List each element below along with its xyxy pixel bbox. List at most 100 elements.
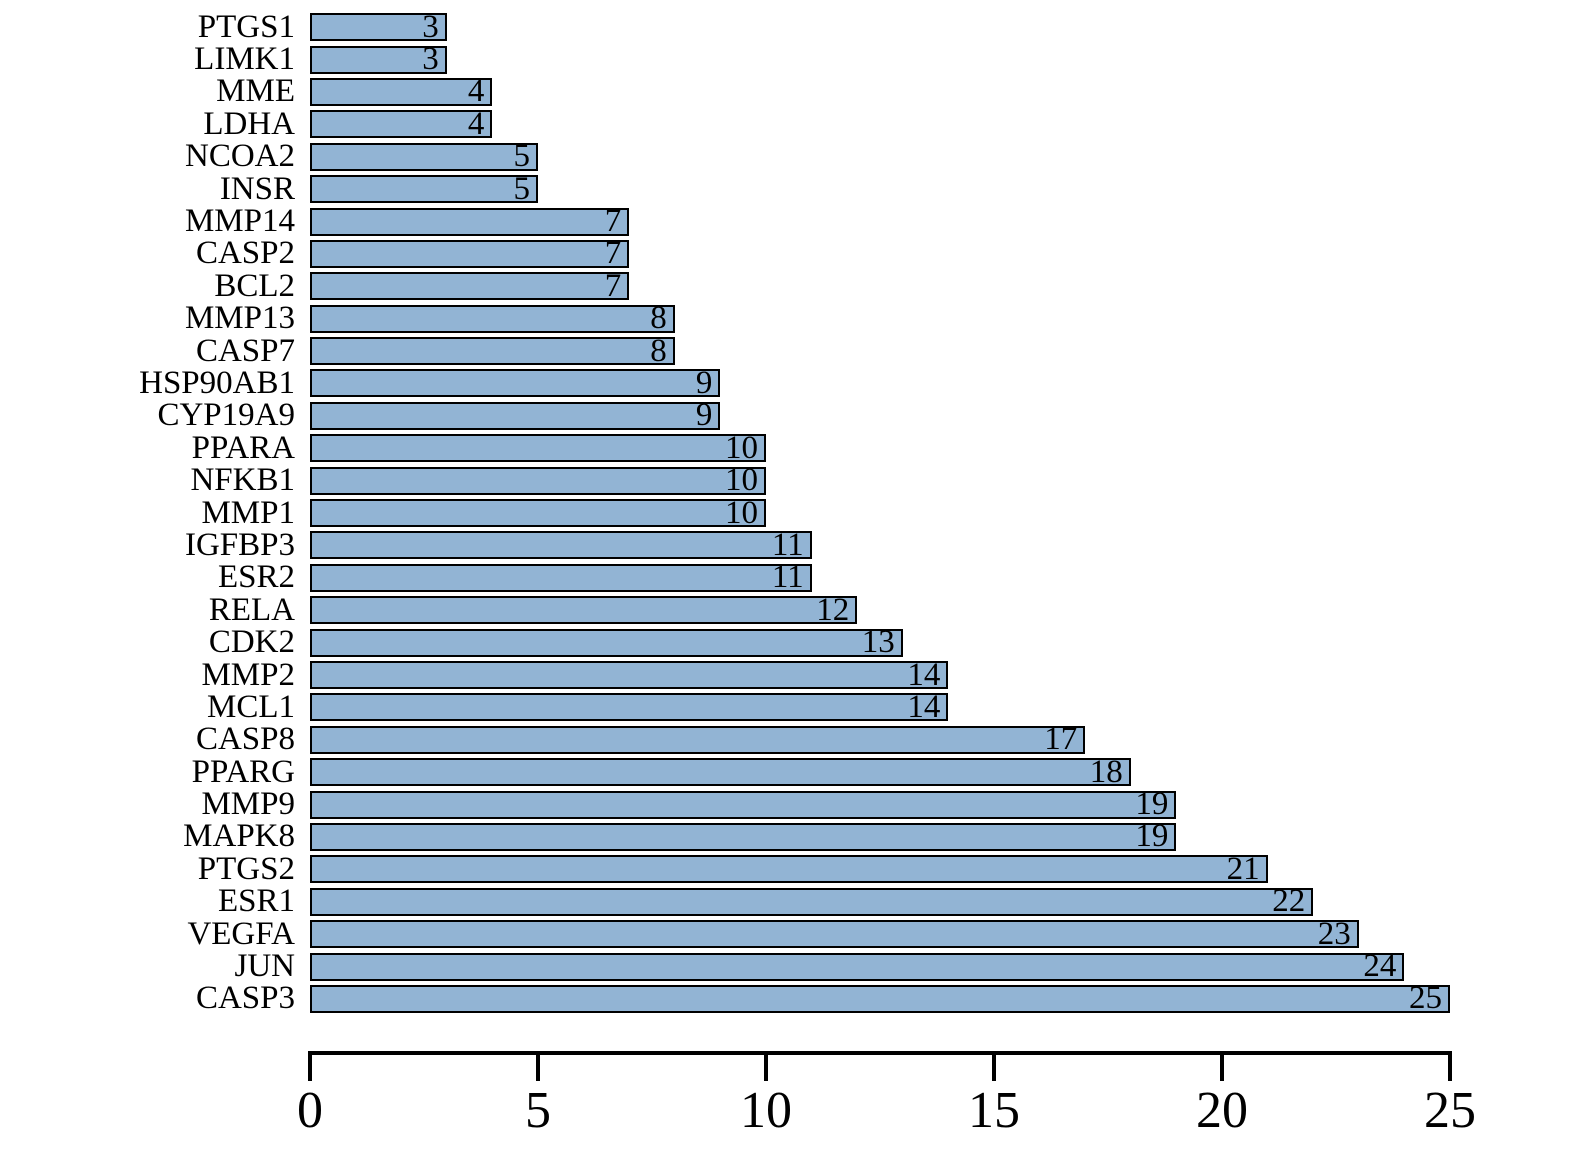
bar-row: LIMK1 3 [0,41,1575,78]
bar: 21 [310,850,1268,887]
category-label: IGFBP3 [184,526,295,563]
category-label: INSR [219,170,295,207]
x-axis-tick [764,1055,768,1081]
value-label: 23 [1317,915,1351,952]
bar: 7 [310,267,630,304]
value-label: 18 [1089,753,1123,790]
category-label: BCL2 [214,267,295,304]
category-label: CDK2 [208,624,295,661]
value-label: 21 [1226,850,1260,887]
bar: 7 [310,203,630,240]
bar-row: CASP2 7 [0,235,1575,272]
value-label: 10 [725,429,758,466]
bar: 9 [310,397,721,434]
bar-row: MCL1 14 [0,688,1575,725]
x-axis-tick-label: 15 [968,1082,1020,1139]
category-label: JUN [234,948,295,985]
bar: 9 [310,364,721,401]
category-label: PTGS2 [197,850,295,887]
bar-row: MMP9 19 [0,786,1575,823]
bar-row: NFKB1 10 [0,462,1575,499]
x-axis-tick [1220,1055,1224,1081]
value-label: 19 [1135,786,1169,823]
category-label: ESR1 [217,883,295,920]
category-label: CASP8 [195,721,295,758]
category-label: MMP2 [201,656,295,693]
bar: 3 [310,8,447,45]
bar: 17 [310,723,1086,756]
bar: 14 [310,656,949,693]
category-label: RELA [208,591,295,628]
bar: 18 [310,753,1131,790]
category-label: LIMK1 [194,41,295,78]
value-label: 22 [1272,883,1306,920]
x-axis-line [308,1051,1452,1055]
bar-row: MMP1 10 [0,496,1575,529]
category-label: PPARA [191,429,295,466]
bar: 25 [310,980,1450,1017]
value-label: 24 [1363,948,1397,985]
bar-row: HSP90AB1 9 [0,364,1575,401]
bar-row: NCOA2 5 [0,138,1575,175]
bar-row: IGFBP3 11 [0,526,1575,563]
bar: 4 [310,73,493,110]
value-label: 11 [771,526,804,563]
bar: 22 [310,883,1314,920]
bar: 7 [310,235,630,272]
category-label: CASP3 [195,980,295,1017]
x-axis-tick [536,1055,540,1081]
bar-row: CDK2 13 [0,624,1575,661]
value-label: 5 [513,138,531,175]
value-label: 12 [816,591,850,628]
x-axis-tick [308,1055,312,1081]
bar-row: LDHA 4 [0,105,1575,142]
x-axis-tick-label: 10 [740,1082,792,1139]
category-label: MCL1 [206,688,295,725]
bar-row: MAPK8 19 [0,820,1575,853]
category-label: ESR2 [217,559,295,596]
bar-row: VEGFA 23 [0,915,1575,952]
x-axis-tick [992,1055,996,1081]
value-label: 7 [604,203,622,240]
category-label: PTGS1 [197,8,295,45]
category-label: LDHA [203,105,295,142]
value-label: 11 [771,559,804,596]
category-label: NCOA2 [184,138,295,175]
value-label: 4 [467,73,485,110]
value-label: 8 [650,332,667,369]
bar: 13 [310,626,903,659]
value-label: 9 [695,364,713,401]
value-label: 7 [604,235,622,272]
category-label: CASP7 [195,332,295,369]
bar-row: PTGS1 3 [0,8,1575,45]
x-axis-tick-label: 25 [1424,1082,1476,1139]
value-label: 25 [1409,980,1442,1017]
bar-row: PTGS2 21 [0,850,1575,887]
bar-row: PPARG 18 [0,753,1575,790]
bar: 12 [310,591,858,628]
x-axis-tick-label: 5 [525,1082,551,1139]
x-axis-tick-label: 0 [297,1082,323,1139]
bar-row: MMP13 8 [0,302,1575,335]
category-label: PPARG [191,753,295,790]
value-label: 5 [513,170,531,207]
value-label: 10 [725,462,758,499]
bar-row: RELA 12 [0,591,1575,628]
bar-row: JUN 24 [0,948,1575,985]
bar: 3 [310,41,447,78]
bar: 19 [310,820,1177,853]
value-label: 3 [422,8,439,45]
bar-rows: PTGS1 3 LIMK1 3 MME 4 LDHA 4 NCOA2 5 INSR 5 MMP14 7 CA… [0,8,1575,1017]
x-axis-tick [1448,1055,1452,1081]
value-label: 14 [907,656,941,693]
value-label: 9 [695,397,713,434]
x-axis: 0 5 10 15 20 25 [297,1051,1476,1151]
value-label: 7 [604,267,622,304]
value-label: 3 [422,41,439,78]
bar-row: CASP8 17 [0,721,1575,758]
category-label: NFKB1 [190,462,295,499]
category-label: VEGFA [187,915,295,952]
bar: 14 [310,690,949,723]
bar-row: CYP19A9 9 [0,397,1575,434]
